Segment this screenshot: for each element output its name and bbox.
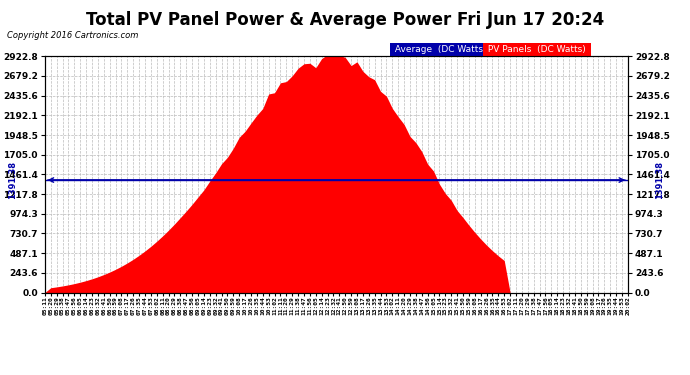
Text: Average  (DC Watts): Average (DC Watts) — [392, 45, 489, 54]
Text: PV Panels  (DC Watts): PV Panels (DC Watts) — [485, 45, 589, 54]
Text: Copyright 2016 Cartronics.com: Copyright 2016 Cartronics.com — [7, 30, 138, 39]
Text: 1391.38: 1391.38 — [656, 161, 664, 199]
Text: Total PV Panel Power & Average Power Fri Jun 17 20:24: Total PV Panel Power & Average Power Fri… — [86, 11, 604, 29]
Text: 1391.38: 1391.38 — [8, 161, 17, 199]
